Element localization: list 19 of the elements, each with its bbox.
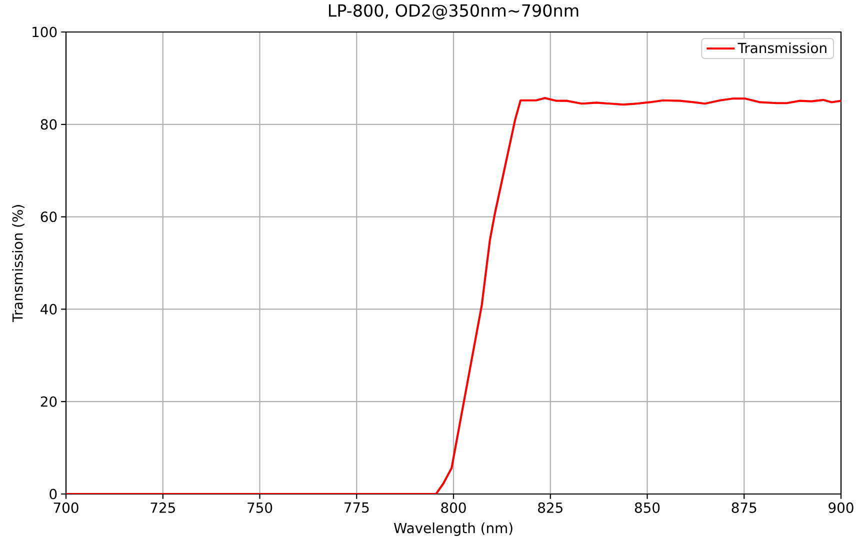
x-tick-label: 825 — [538, 502, 562, 513]
legend-label: Transmission — [738, 42, 826, 54]
y-tick-label: 20 — [40, 396, 57, 407]
x-tick-label: 750 — [248, 502, 272, 513]
x-tick-label: 875 — [732, 502, 756, 513]
x-tick-label: 800 — [441, 502, 466, 513]
y-axis-title: Transmission (%) — [12, 205, 24, 322]
y-tick-label: 80 — [40, 119, 57, 130]
x-tick-label: 900 — [828, 502, 854, 513]
y-tick-label: 40 — [40, 304, 57, 314]
x-axis-title: Wavelength (nm) — [394, 522, 512, 536]
x-tick-label: 775 — [344, 502, 369, 513]
y-tick-label: 100 — [32, 26, 57, 38]
y-tick-label: 0 — [50, 488, 57, 500]
x-tick-label: 850 — [634, 502, 660, 513]
chart-title: LP-800, OD2@350nm~790nm — [328, 4, 578, 20]
x-tick-label: 725 — [150, 502, 175, 513]
x-tick-label: 700 — [54, 502, 78, 513]
y-tick-label: 60 — [40, 212, 57, 222]
